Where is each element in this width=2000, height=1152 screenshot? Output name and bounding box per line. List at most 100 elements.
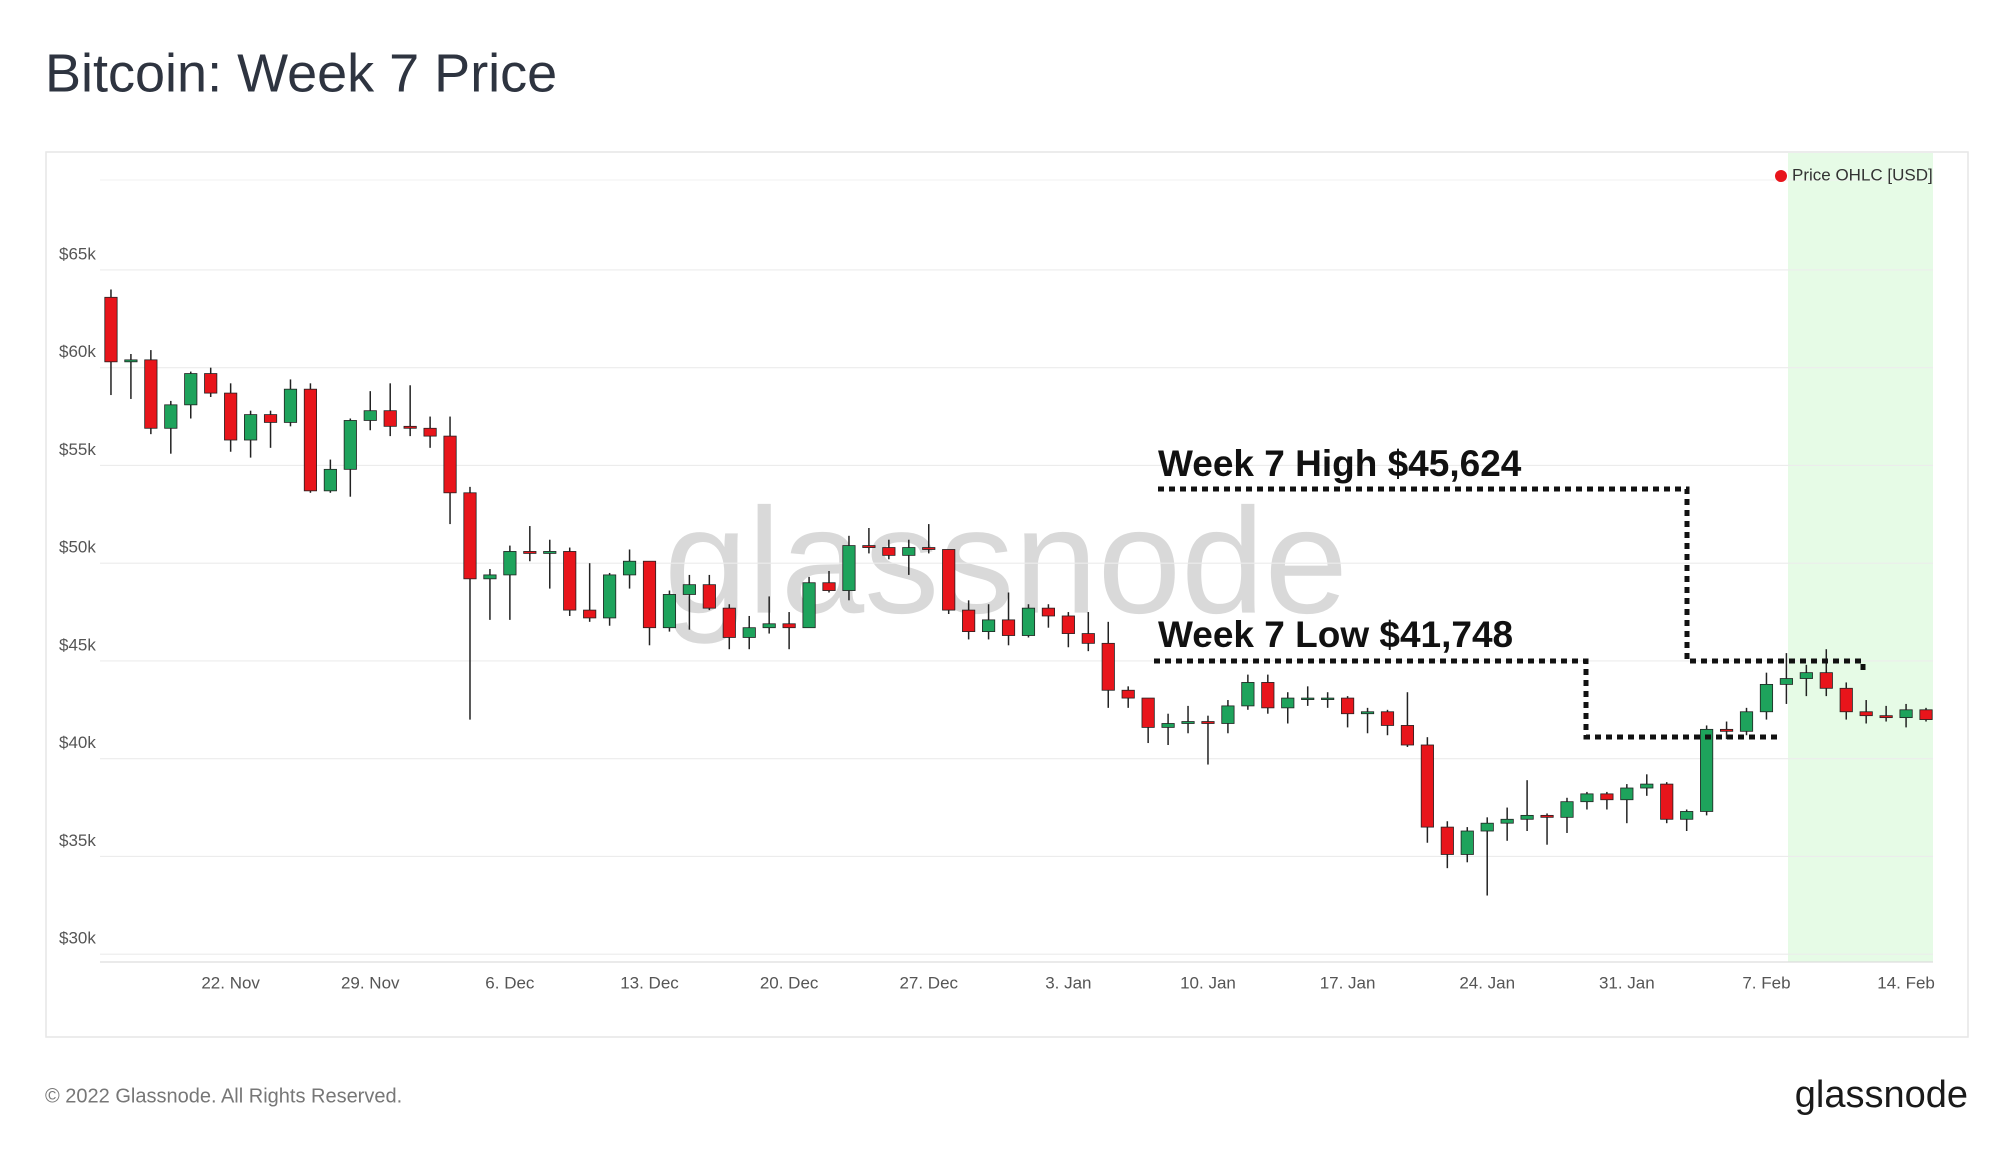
candle-body bbox=[802, 582, 816, 629]
candle-body bbox=[842, 545, 856, 591]
candle-body bbox=[1041, 607, 1055, 617]
y-tick-label: $60k bbox=[59, 342, 96, 361]
candle-body bbox=[1520, 814, 1534, 820]
candle-body bbox=[303, 388, 318, 492]
candle-body bbox=[1161, 723, 1175, 728]
candle-body bbox=[1400, 725, 1415, 746]
y-tick-label: $30k bbox=[59, 929, 96, 948]
x-tick-label: 31. Jan bbox=[1599, 973, 1655, 992]
candle-body bbox=[224, 392, 238, 441]
candle-body bbox=[383, 410, 397, 427]
candle-body bbox=[1061, 615, 1075, 634]
annotation: Week 7 Low $41,748 bbox=[1158, 614, 1513, 655]
x-tick-label: 3. Jan bbox=[1045, 973, 1091, 992]
grid: $30k $35k $40k $45k $50k $55k $60k $65k 22. Nov 2… bbox=[59, 179, 1935, 992]
candle-body bbox=[1779, 678, 1793, 685]
candle-body bbox=[1341, 697, 1355, 715]
candle-body bbox=[981, 619, 996, 633]
candle-body bbox=[1819, 672, 1833, 689]
candle-body bbox=[642, 560, 657, 629]
candle-body bbox=[1620, 787, 1634, 801]
x-tick-label: 27. Dec bbox=[899, 973, 958, 992]
candle-body bbox=[283, 388, 298, 423]
candle-body bbox=[1360, 711, 1375, 715]
candle-body bbox=[1859, 711, 1873, 717]
candle-body bbox=[762, 623, 776, 629]
x-tick-label: 14. Feb bbox=[1877, 973, 1935, 992]
candle-body bbox=[483, 574, 497, 580]
candle-body bbox=[423, 427, 437, 437]
candle-body bbox=[1221, 705, 1235, 724]
logo: glassnode bbox=[1795, 1074, 1968, 1116]
x-tick-label: 17. Jan bbox=[1320, 973, 1376, 992]
candle-body bbox=[962, 609, 976, 633]
candle-body bbox=[1141, 697, 1155, 728]
candle-body bbox=[463, 492, 477, 580]
chart-title: Bitcoin: Week 7 Price bbox=[45, 43, 557, 103]
candle-body bbox=[1879, 715, 1893, 719]
candle-body bbox=[523, 551, 537, 554]
x-tick-label: 10. Jan bbox=[1180, 973, 1236, 992]
x-tick-label: 6. Dec bbox=[485, 973, 535, 992]
candle-body bbox=[1660, 783, 1674, 820]
candle-body bbox=[1440, 826, 1454, 855]
candle-body bbox=[1420, 744, 1434, 828]
candle-body bbox=[942, 549, 956, 611]
x-tick-label: 22. Nov bbox=[201, 973, 260, 992]
candle-body bbox=[1241, 682, 1255, 707]
x-tick-label: 7. Feb bbox=[1742, 973, 1790, 992]
candle-body bbox=[742, 627, 756, 638]
candle-body bbox=[1281, 697, 1295, 709]
candle-body bbox=[443, 435, 457, 494]
candle-body bbox=[1201, 721, 1215, 724]
x-tick-label: 20. Dec bbox=[760, 973, 819, 992]
candle-body bbox=[822, 582, 836, 591]
candle-body bbox=[882, 547, 896, 556]
candle-body bbox=[263, 414, 278, 423]
candle-body bbox=[702, 584, 716, 609]
candle-body bbox=[1600, 793, 1614, 801]
candle-body bbox=[1719, 728, 1734, 732]
candle-body bbox=[1380, 711, 1395, 726]
candle-body bbox=[1680, 811, 1694, 820]
candle-body bbox=[1480, 822, 1494, 832]
candle-body bbox=[1001, 619, 1016, 636]
candle-body bbox=[1700, 728, 1714, 812]
x-tick-label: 29. Nov bbox=[341, 973, 400, 992]
candle-body bbox=[1301, 697, 1315, 700]
candle-body bbox=[1500, 818, 1514, 824]
candle-body bbox=[144, 359, 158, 429]
chart-frame bbox=[45, 151, 1969, 1038]
candle-body bbox=[1540, 814, 1554, 818]
candle-body bbox=[343, 420, 357, 470]
candle-body bbox=[1759, 683, 1774, 713]
watermark: glassnode bbox=[664, 477, 1348, 645]
candle-body bbox=[164, 404, 178, 429]
candle-body bbox=[1580, 793, 1594, 803]
candle-body bbox=[563, 551, 577, 611]
footer: © 2022 Glassnode. All Rights Reserved. bbox=[45, 1085, 402, 1107]
candle-body bbox=[104, 296, 118, 363]
candle-body bbox=[922, 547, 936, 550]
candle-body bbox=[782, 623, 796, 629]
candle-body bbox=[682, 584, 696, 595]
candle-body bbox=[862, 545, 876, 548]
legend-label: Price OHLC [USD] bbox=[1792, 165, 1933, 184]
candle-body bbox=[363, 410, 377, 421]
candle-body bbox=[1321, 697, 1335, 700]
annotation-lines bbox=[1154, 486, 1866, 740]
y-tick-label: $55k bbox=[59, 440, 96, 459]
candle-body bbox=[503, 551, 517, 576]
candle-body bbox=[543, 551, 557, 554]
candle-body bbox=[603, 574, 617, 619]
y-tick-label: $35k bbox=[59, 831, 96, 850]
candle-body bbox=[1560, 801, 1574, 818]
candle-body bbox=[1181, 721, 1195, 724]
candle-body bbox=[583, 609, 597, 619]
candle-body bbox=[204, 373, 218, 394]
candle-body bbox=[622, 560, 637, 576]
candle-body bbox=[1739, 711, 1754, 732]
candle-body bbox=[1919, 709, 1933, 720]
